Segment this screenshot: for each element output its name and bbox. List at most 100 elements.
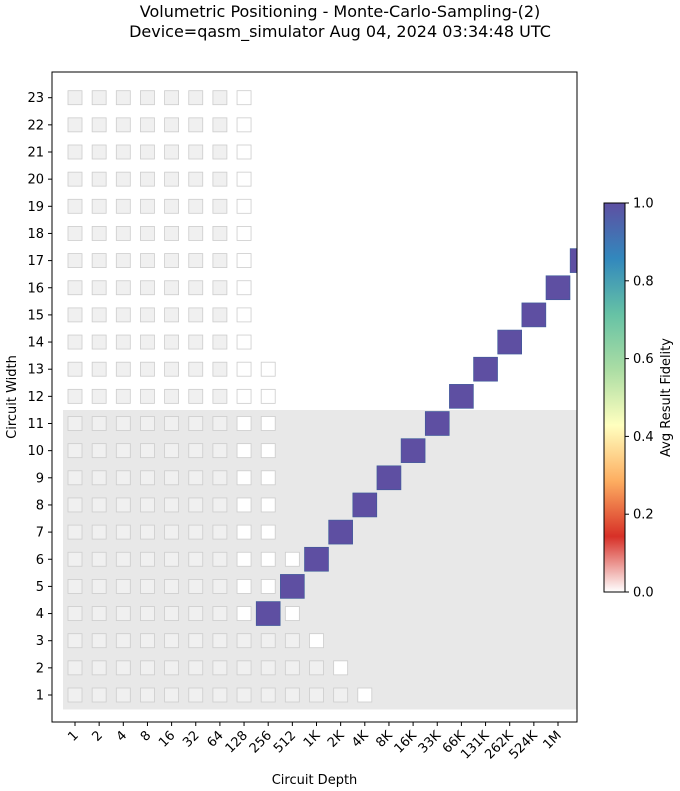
placeholder-square (115, 416, 131, 431)
y-tick-label: 23 (27, 91, 44, 106)
placeholder-square (260, 551, 276, 567)
plot-content (63, 90, 577, 710)
placeholder-square (67, 388, 83, 404)
placeholder-square (67, 90, 83, 106)
placeholder-square (188, 524, 204, 540)
placeholder-square (260, 497, 276, 513)
placeholder-square (67, 633, 83, 649)
colorbar-label: Avg Result Fidelity (659, 338, 674, 457)
y-tick-label: 11 (27, 417, 44, 432)
placeholder-square (236, 280, 252, 296)
placeholder-square (236, 334, 252, 350)
placeholder-square (164, 307, 180, 323)
placeholder-square (115, 687, 131, 703)
placeholder-square (188, 606, 204, 621)
x-tick-label: 8 (138, 728, 154, 744)
placeholder-square (260, 633, 276, 649)
placeholder-square (67, 307, 83, 323)
placeholder-square (140, 551, 155, 567)
placeholder-square (309, 633, 324, 649)
placeholder-square (67, 144, 83, 160)
placeholder-square (91, 606, 107, 621)
placeholder-square (91, 470, 107, 486)
placeholder-square (115, 579, 131, 594)
placeholder-square (333, 660, 349, 676)
placeholder-square (212, 253, 228, 269)
placeholder-square (164, 416, 180, 431)
placeholder-square (284, 551, 300, 567)
placeholder-square (67, 280, 83, 296)
result-square (521, 302, 547, 328)
placeholder-square (91, 117, 107, 133)
placeholder-square (67, 606, 83, 621)
placeholder-square (212, 226, 228, 241)
placeholder-square (115, 90, 131, 106)
placeholder-square (115, 253, 131, 269)
placeholder-square (212, 171, 228, 187)
chart-title-line1: Volumetric Positioning - Monte-Carlo-Sam… (139, 2, 541, 21)
colorbar: 0.0 0.2 0.4 0.6 0.8 1.0 Avg Result Fidelity (603, 197, 674, 601)
chart-title-line2: Device=qasm_simulator Aug 04, 2024 03:34… (129, 22, 551, 41)
placeholder-square (115, 307, 131, 323)
placeholder-square (115, 280, 131, 296)
placeholder-square (91, 171, 107, 187)
y-tick-label: 10 (27, 444, 44, 459)
placeholder-square (164, 144, 180, 160)
placeholder-square (91, 361, 107, 377)
x-tick-label: 256 (247, 728, 275, 756)
placeholder-square (236, 253, 252, 269)
placeholder-square (67, 687, 83, 703)
placeholder-square (67, 497, 83, 513)
placeholder-square (236, 226, 252, 241)
placeholder-square (91, 307, 107, 323)
placeholder-square (188, 117, 204, 133)
colorbar-tick-label: 0.2 (633, 508, 654, 523)
placeholder-square (212, 443, 228, 459)
placeholder-square (212, 579, 228, 594)
y-tick-label: 13 (27, 363, 44, 378)
placeholder-square (188, 470, 204, 486)
x-tick-label: 512 (271, 728, 299, 756)
placeholder-square (91, 334, 107, 350)
placeholder-square (164, 633, 180, 649)
chart-title: Volumetric Positioning - Monte-Carlo-Sam… (0, 2, 680, 42)
placeholder-square (212, 361, 228, 377)
placeholder-square (91, 253, 107, 269)
placeholder-square (67, 416, 83, 431)
placeholder-square (140, 606, 155, 621)
y-tick-label: 16 (27, 281, 44, 296)
result-square (255, 601, 281, 626)
result-square (569, 248, 577, 273)
placeholder-square (91, 388, 107, 404)
placeholder-square (164, 280, 180, 296)
y-tick-label: 3 (36, 634, 44, 649)
placeholder-square (91, 551, 107, 567)
placeholder-square (309, 660, 324, 676)
placeholder-square (164, 687, 180, 703)
placeholder-square (164, 443, 180, 459)
placeholder-square (91, 524, 107, 540)
placeholder-square (236, 524, 252, 540)
placeholder-square (333, 687, 349, 703)
placeholder-square (91, 497, 107, 513)
placeholder-square (140, 226, 155, 241)
placeholder-square (140, 633, 155, 649)
placeholder-square (67, 334, 83, 350)
placeholder-square (140, 660, 155, 676)
placeholder-square (236, 579, 252, 594)
placeholder-square (260, 388, 276, 404)
placeholder-square (115, 144, 131, 160)
placeholder-square (140, 497, 155, 513)
placeholder-square (236, 307, 252, 323)
placeholder-square (67, 171, 83, 187)
y-tick-label: 7 (36, 526, 44, 541)
placeholder-square (164, 470, 180, 486)
placeholder-square (212, 198, 228, 214)
placeholder-square (284, 606, 300, 621)
placeholder-square (284, 660, 300, 676)
placeholder-square (115, 551, 131, 567)
y-tick-label: 14 (27, 336, 44, 351)
placeholder-square (188, 198, 204, 214)
placeholder-square (91, 633, 107, 649)
